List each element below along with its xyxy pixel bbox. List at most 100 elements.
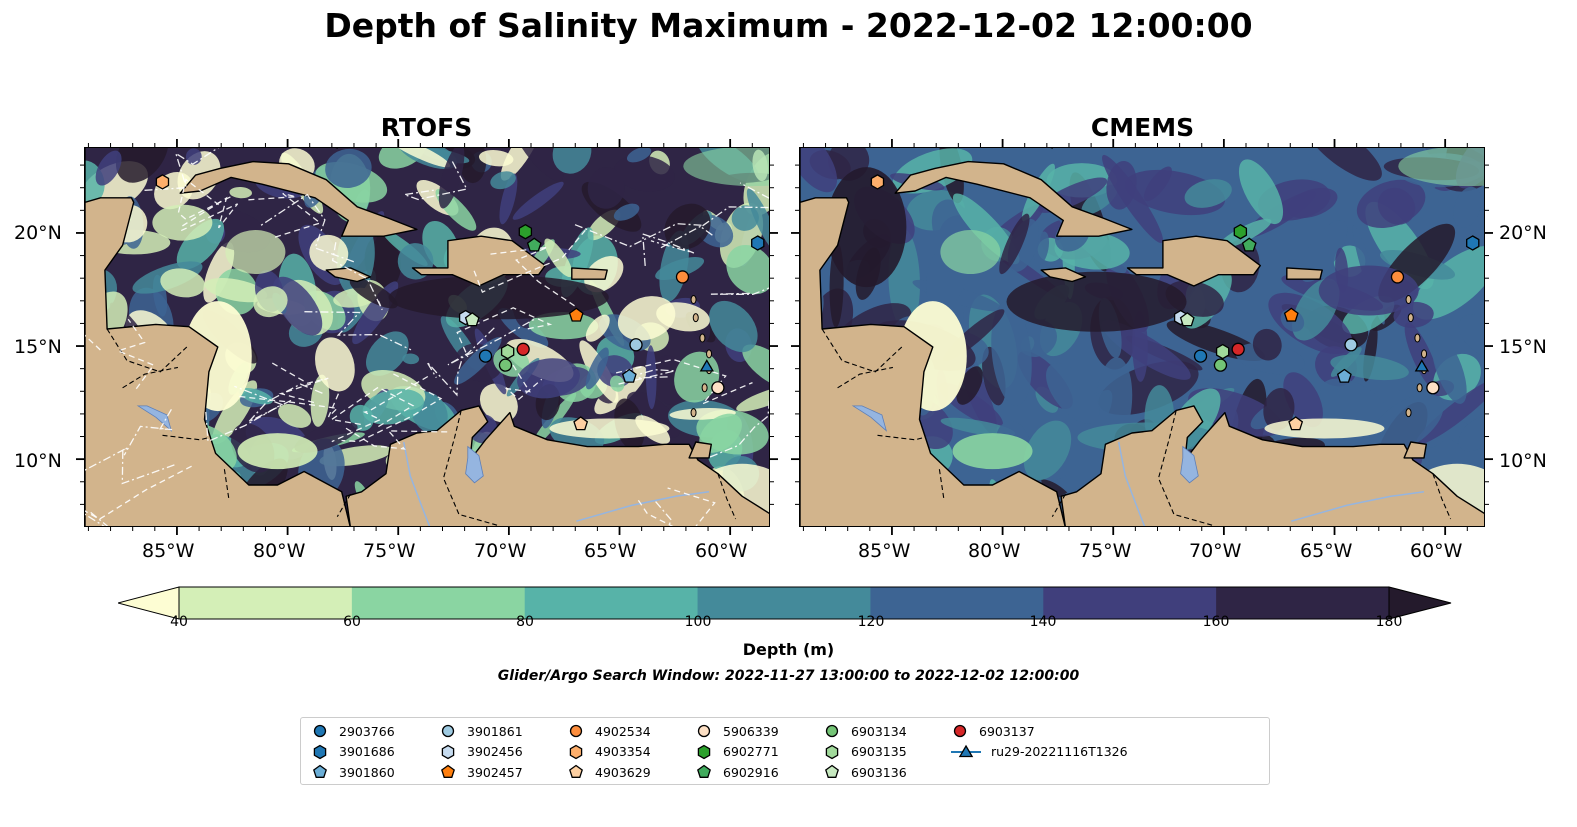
island-6 — [1405, 408, 1412, 418]
legend-label: 6903134 — [851, 723, 907, 739]
platform-marker-3901686 — [751, 235, 765, 251]
platform-marker-4903354 — [155, 174, 170, 190]
contour-line — [490, 246, 576, 307]
platform-marker-6903137 — [516, 342, 530, 356]
land-5 — [1060, 405, 1484, 526]
colorbar-segment — [524, 587, 699, 619]
contour-line — [116, 318, 155, 390]
island-3 — [1421, 349, 1428, 359]
legend-marker-icon — [441, 744, 455, 759]
legend-item: 4902534 — [567, 721, 651, 741]
land-3 — [1126, 235, 1261, 287]
lon-label-rtofs-65: 65°W — [584, 540, 637, 562]
river — [576, 491, 710, 522]
border-6 — [336, 493, 351, 517]
river — [402, 441, 431, 526]
legend: 2903766 3901686 3901860 3901861 3902456 39024… — [300, 717, 1270, 785]
map-panel-cmems — [799, 147, 1485, 527]
legend-marker-icon — [313, 744, 327, 759]
lat-label-left-15: 15°N — [14, 336, 62, 358]
contour-line — [331, 375, 429, 443]
platform-marker-6903134 — [1213, 358, 1228, 372]
border-3 — [442, 410, 499, 526]
colorbar-segment — [870, 587, 1044, 619]
platform-marker-6902771 — [1233, 223, 1248, 240]
legend-label: 3901860 — [339, 764, 395, 780]
island-1 — [692, 313, 699, 323]
platform-marker-2903766 — [1193, 349, 1208, 363]
land-0 — [800, 148, 1066, 526]
platform-marker-5906339 — [711, 381, 725, 395]
contour-line — [177, 178, 231, 220]
platform-marker-4902534 — [1390, 270, 1405, 284]
colorbar-segment — [351, 587, 526, 619]
lon-label-cmems-80: 80°W — [968, 540, 1021, 562]
legend-label: 3901861 — [467, 723, 523, 739]
lake-0 — [136, 405, 173, 432]
colorbar-tick-140: 140 — [1029, 614, 1057, 630]
platform-marker-4903629 — [1288, 416, 1304, 431]
river — [1117, 441, 1146, 526]
search-window-text: Glider/Argo Search Window: 2022-11-27 13… — [497, 668, 1080, 684]
land-5 — [345, 405, 769, 526]
border-6 — [1051, 493, 1066, 517]
legend-item: 3902456 — [439, 742, 523, 762]
contour-line — [258, 193, 355, 263]
legend-item: 6903134 — [823, 721, 907, 741]
legend-marker-icon — [825, 764, 839, 778]
legend-marker-icon — [825, 724, 839, 738]
platform-marker-4902534 — [675, 270, 690, 284]
platform-marker-6903137 — [1231, 342, 1245, 356]
legend-label: 6903137 — [979, 723, 1035, 739]
border-5 — [938, 469, 945, 499]
legend-item: 6902916 — [695, 762, 779, 782]
legend-marker-icon — [569, 724, 583, 738]
island-5 — [701, 383, 708, 393]
legend-item: 3901860 — [311, 762, 395, 782]
lat-label-right-10: 10°N — [1499, 450, 1547, 472]
island-2 — [699, 333, 706, 343]
legend-item: 3901686 — [311, 742, 395, 762]
contour-line — [123, 408, 173, 456]
legend-marker — [441, 724, 455, 738]
island-1 — [1407, 313, 1414, 323]
contour-line — [404, 161, 468, 201]
river — [1291, 491, 1425, 522]
map-panel-rtofs — [84, 147, 770, 527]
platform-marker-3901686 — [1466, 235, 1480, 251]
platform-marker-4903629 — [573, 416, 589, 431]
legend-marker — [313, 744, 327, 759]
platform-marker-6903136 — [464, 312, 480, 327]
contour-line — [180, 196, 239, 232]
colorbar-segment — [1216, 587, 1390, 619]
legend-item: ru29-20221116T1326 — [951, 742, 1128, 762]
platform-marker-3901860 — [1336, 368, 1352, 383]
legend-marker-icon — [569, 764, 583, 778]
legend-label: 3902456 — [467, 744, 523, 759]
colorbar-tick-160: 160 — [1202, 614, 1230, 630]
legend-label: 6902916 — [723, 764, 779, 780]
legend-label: 5906339 — [723, 723, 779, 739]
legend-label: 4903354 — [595, 744, 651, 759]
legend-item: 6902771 — [695, 742, 779, 762]
legend-marker — [697, 724, 711, 738]
legend-item: 4903629 — [567, 762, 651, 782]
legend-marker — [441, 744, 455, 759]
contour-line — [710, 287, 769, 296]
platform-marker-6903136 — [1179, 312, 1195, 327]
contour-line — [341, 373, 443, 443]
contour-line — [343, 426, 448, 450]
legend-marker — [825, 724, 839, 738]
border-2 — [877, 434, 925, 441]
legend-marker — [441, 764, 455, 778]
colorbar-segment — [697, 587, 871, 619]
legend-marker — [569, 724, 583, 738]
colorbar-tick-80: 80 — [516, 614, 534, 630]
legend-marker — [825, 744, 839, 759]
lon-label-rtofs-60: 60°W — [695, 540, 748, 562]
contour-line — [574, 223, 705, 250]
legend-marker — [313, 724, 327, 738]
colorbar-tick-40: 40 — [170, 614, 188, 630]
platform-marker-ru29-20221116T1326 — [1414, 359, 1430, 372]
